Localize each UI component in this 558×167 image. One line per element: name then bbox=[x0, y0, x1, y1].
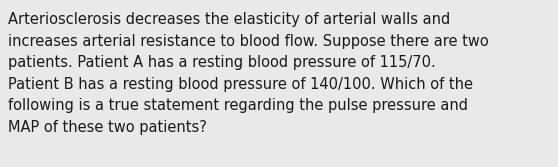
Text: Arteriosclerosis decreases the elasticity of arterial walls and
increases arteri: Arteriosclerosis decreases the elasticit… bbox=[8, 12, 489, 135]
